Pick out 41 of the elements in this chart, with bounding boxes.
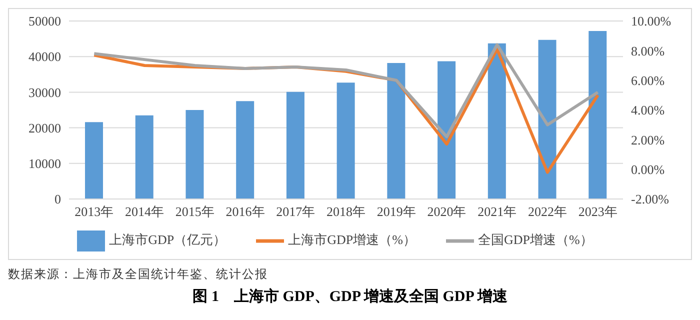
legend-label: 上海市GDP（亿元）: [109, 232, 226, 247]
y-tick-label: 20000: [28, 120, 61, 136]
y-tick-label: 50000: [28, 14, 61, 29]
bar: [336, 82, 355, 199]
y2-tick-label: 0.00%: [631, 162, 665, 177]
y2-tick-label: 4.00%: [631, 102, 665, 118]
bar: [286, 92, 304, 199]
line-series: [92, 43, 600, 138]
bar: [538, 40, 556, 199]
y-tick-label: 0: [54, 192, 61, 207]
x-tick-label: 2017年: [276, 204, 316, 220]
y-tick-label: 40000: [28, 49, 61, 64]
bar: [85, 122, 103, 199]
x-tick-label: 2021年: [478, 204, 517, 220]
bar: [488, 43, 506, 199]
source-note: 数据来源：上海市及全国统计年鉴、统计公报: [8, 266, 269, 283]
x-tick-label: 2022年: [528, 204, 567, 220]
text: 图 1 上海市 GDP、GDP 增速及全国 GDP 增速: [192, 287, 508, 306]
y2-tick-label: -2.00%: [631, 192, 670, 207]
y2-tick-label: 8.00%: [631, 43, 665, 58]
x-tick-label: 2016年: [226, 204, 265, 220]
x-tick-label: 2018年: [326, 204, 366, 220]
bar: [387, 63, 406, 199]
y-tick-label: 10000: [28, 156, 61, 172]
legend-label: 全国GDP增速（%）: [478, 232, 593, 247]
x-tick-label: 2023年: [578, 204, 618, 220]
y2-tick-label: 10.00%: [631, 14, 672, 29]
x-tick-label: 2019年: [376, 204, 416, 220]
bar: [236, 101, 254, 199]
x-tick-label: 2020年: [427, 204, 466, 220]
x-tick-label: 2015年: [175, 204, 214, 220]
legend-label: 上海市GDP增速（%）: [288, 232, 416, 247]
y2-tick-label: 6.00%: [631, 72, 665, 88]
y-tick-label: 30000: [28, 84, 61, 100]
bar: [135, 115, 154, 199]
bar: [438, 61, 456, 199]
x-tick-label: 2014年: [125, 204, 164, 220]
x-tick-label: 2013年: [74, 204, 114, 220]
bar: [588, 30, 607, 199]
bar: [186, 110, 204, 199]
y2-tick-label: 2.00%: [631, 132, 665, 148]
